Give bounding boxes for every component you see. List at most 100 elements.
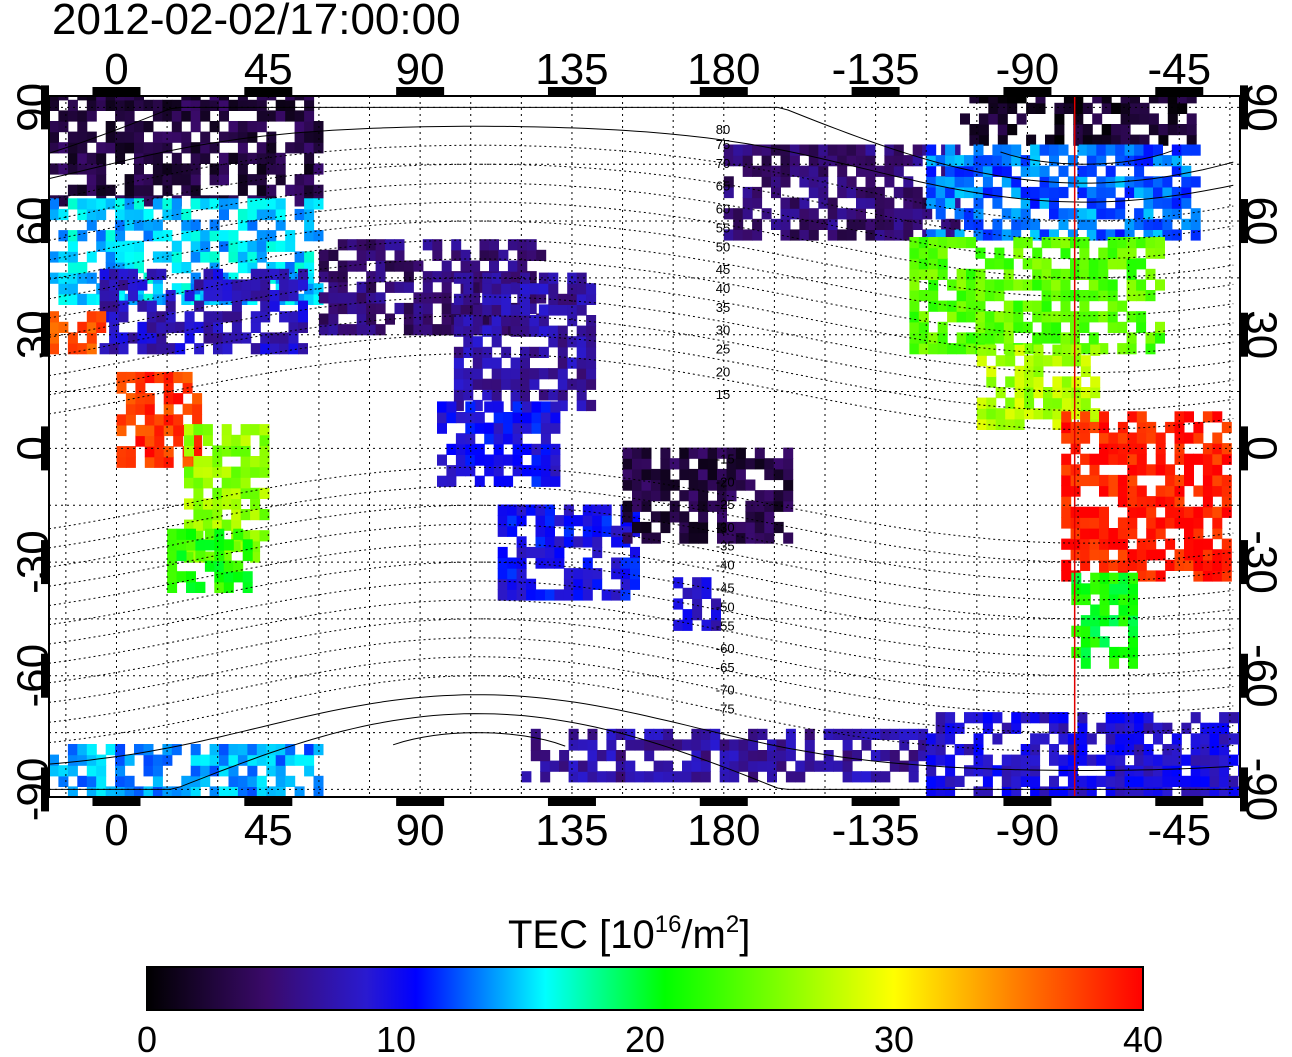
tec-cell	[531, 454, 542, 466]
tec-cell	[128, 332, 138, 344]
tec-cell	[1209, 775, 1220, 787]
tec-cell	[163, 446, 174, 458]
tec-cell	[536, 249, 547, 261]
tec-cell	[1127, 559, 1138, 571]
tec-cell	[366, 281, 377, 293]
tec-cell	[1115, 775, 1126, 787]
tec-cell	[1221, 474, 1232, 487]
tec-cell	[1007, 124, 1018, 136]
tec-cell	[540, 475, 551, 487]
tec-cell	[470, 292, 481, 304]
tec-cell	[219, 754, 229, 766]
tec-cell	[529, 283, 540, 295]
tec-cell	[1153, 186, 1163, 199]
tec-cell	[1060, 332, 1071, 344]
tec-cell	[171, 152, 182, 164]
tec-cell	[190, 293, 201, 305]
tec-cell	[137, 321, 148, 333]
tec-cell	[1228, 775, 1239, 787]
tec-cell	[837, 229, 848, 241]
tec-cell	[304, 121, 315, 133]
tec-cell	[432, 324, 443, 336]
tec-cell	[275, 174, 286, 186]
tec-cell	[167, 528, 178, 540]
tec-cell	[1184, 411, 1194, 423]
tec-cell	[1080, 397, 1091, 409]
tec-cell	[1209, 733, 1220, 745]
tec-cell	[956, 290, 967, 302]
tec-cell	[1063, 96, 1074, 104]
tec-cell	[1063, 102, 1074, 114]
tec-cell	[256, 230, 267, 242]
magnetic-contour	[49, 277, 1234, 355]
tec-cell	[1030, 165, 1041, 177]
tec-cell	[576, 368, 587, 380]
tec-cell	[903, 197, 914, 209]
tec-cell	[366, 313, 377, 325]
tec-cell	[134, 293, 144, 305]
tec-cell	[1219, 765, 1230, 777]
tec-cell	[889, 750, 900, 762]
lat-tick-bar	[1240, 767, 1248, 812]
tec-cell	[304, 99, 315, 111]
tec-cell	[1134, 176, 1145, 188]
tec-cell	[134, 208, 144, 221]
tec-cell	[1071, 408, 1082, 420]
tec-cell	[1080, 646, 1091, 659]
tec-cell	[1155, 332, 1165, 344]
tec-cell	[641, 490, 652, 502]
tec-cell	[1124, 229, 1135, 241]
tec-cell	[451, 249, 462, 261]
tec-cell	[171, 240, 182, 252]
tec-cell	[1108, 432, 1119, 444]
tec-cell	[124, 775, 135, 787]
tec-cell	[237, 240, 248, 252]
tec-cell	[193, 424, 204, 436]
tec-cell	[318, 249, 329, 261]
tec-cell	[1162, 786, 1173, 797]
tec-cell	[1001, 176, 1012, 188]
tec-cell	[783, 458, 794, 470]
tec-cell	[945, 754, 956, 766]
tec-cell	[1061, 464, 1072, 476]
contour-label: -45	[716, 580, 735, 595]
tec-cell	[96, 174, 107, 186]
tec-cell	[918, 237, 929, 249]
tec-cell	[757, 750, 768, 762]
tec-cell	[1098, 279, 1109, 291]
tec-cell	[1051, 237, 1062, 249]
tec-cell	[950, 197, 961, 209]
tec-cell	[143, 744, 154, 756]
tec-cell	[586, 315, 597, 327]
tec-cell	[163, 371, 174, 384]
tec-cell	[356, 249, 367, 261]
tec-cell	[520, 315, 530, 327]
tec-cell	[1202, 506, 1213, 518]
tec-cell	[304, 163, 315, 175]
tec-cell	[538, 304, 549, 316]
tec-cell	[752, 186, 763, 199]
tec-cell	[783, 490, 794, 502]
lon-tick-label-bottom: 135	[535, 806, 608, 855]
tec-cell	[780, 197, 791, 209]
tec-cell	[1115, 197, 1126, 209]
tec-cell	[535, 525, 546, 537]
tec-cell	[115, 99, 126, 111]
tec-cell	[247, 198, 258, 210]
tec-cell	[833, 728, 844, 740]
tec-cell	[222, 343, 233, 355]
tec-cell	[1032, 247, 1043, 259]
tec-cell	[1005, 397, 1016, 409]
tec-cell	[1221, 549, 1232, 561]
tec-cell	[719, 750, 730, 762]
tec-cell	[115, 765, 126, 777]
tec-cell	[219, 131, 229, 143]
lat-tick-label-left: 0	[8, 436, 57, 460]
tec-cell	[1105, 144, 1116, 156]
tec-cell	[997, 134, 1008, 146]
tec-cell	[1193, 538, 1204, 550]
tec-cell	[935, 786, 946, 797]
tec-cell	[745, 458, 756, 470]
tec-cell	[994, 279, 1005, 291]
tec-cell	[909, 268, 920, 280]
